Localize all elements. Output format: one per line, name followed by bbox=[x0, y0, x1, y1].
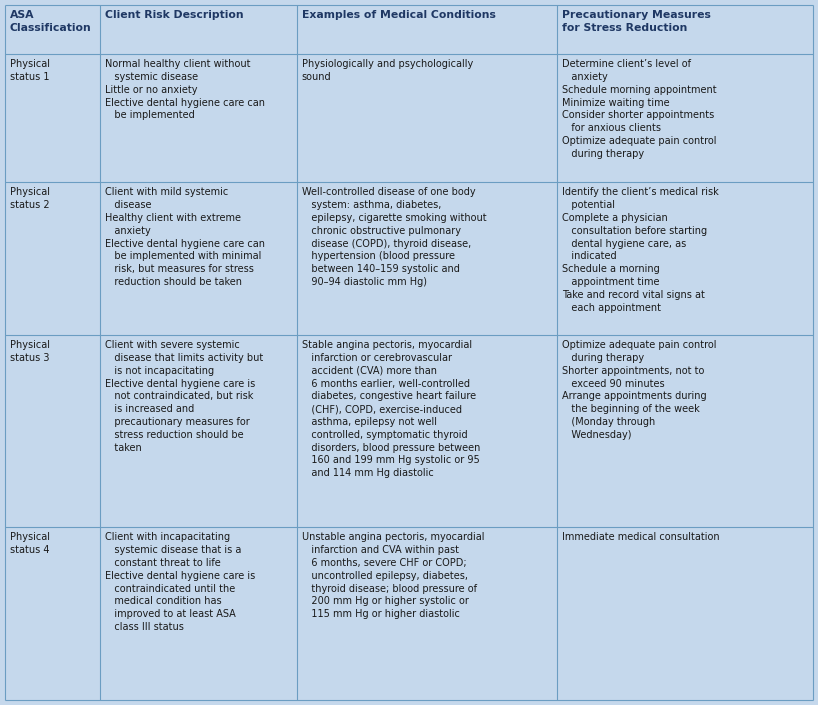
Bar bbox=[5, 54, 813, 183]
Text: ASA
Classification: ASA Classification bbox=[10, 10, 92, 33]
Text: Unstable angina pectoris, myocardial
   infarction and CVA within past
   6 mont: Unstable angina pectoris, myocardial inf… bbox=[302, 532, 484, 619]
Text: Well-controlled disease of one body
   system: asthma, diabetes,
   epilepsy, ci: Well-controlled disease of one body syst… bbox=[302, 188, 487, 287]
Bar bbox=[5, 336, 813, 527]
Text: Immediate medical consultation: Immediate medical consultation bbox=[562, 532, 720, 542]
Bar bbox=[5, 183, 813, 336]
Text: Determine client’s level of
   anxiety
Schedule morning appointment
Minimize wai: Determine client’s level of anxiety Sche… bbox=[562, 59, 717, 159]
Text: Examples of Medical Conditions: Examples of Medical Conditions bbox=[302, 10, 496, 20]
Text: Normal healthy client without
   systemic disease
Little or no anxiety
Elective : Normal healthy client without systemic d… bbox=[106, 59, 265, 121]
Text: Client with mild systemic
   disease
Healthy client with extreme
   anxiety
Elec: Client with mild systemic disease Health… bbox=[106, 188, 265, 287]
Text: Identify the client’s medical risk
   potential
Complete a physician
   consulta: Identify the client’s medical risk poten… bbox=[562, 188, 719, 312]
Text: Client with severe systemic
   disease that limits activity but
   is not incapa: Client with severe systemic disease that… bbox=[106, 341, 263, 453]
Bar bbox=[5, 527, 813, 700]
Text: Client Risk Description: Client Risk Description bbox=[106, 10, 244, 20]
Bar bbox=[5, 5, 813, 54]
Text: Physical
status 4: Physical status 4 bbox=[10, 532, 50, 556]
Text: Physical
status 3: Physical status 3 bbox=[10, 341, 50, 363]
Text: Physiologically and psychologically
sound: Physiologically and psychologically soun… bbox=[302, 59, 473, 82]
Text: Physical
status 1: Physical status 1 bbox=[10, 59, 50, 82]
Text: Precautionary Measures
for Stress Reduction: Precautionary Measures for Stress Reduct… bbox=[562, 10, 711, 33]
Text: Stable angina pectoris, myocardial
   infarction or cerebrovascular
   accident : Stable angina pectoris, myocardial infar… bbox=[302, 341, 480, 478]
Text: Client with incapacitating
   systemic disease that is a
   constant threat to l: Client with incapacitating systemic dise… bbox=[106, 532, 255, 632]
Text: Optimize adequate pain control
   during therapy
Shorter appointments, not to
  : Optimize adequate pain control during th… bbox=[562, 341, 717, 440]
Text: Physical
status 2: Physical status 2 bbox=[10, 188, 50, 210]
